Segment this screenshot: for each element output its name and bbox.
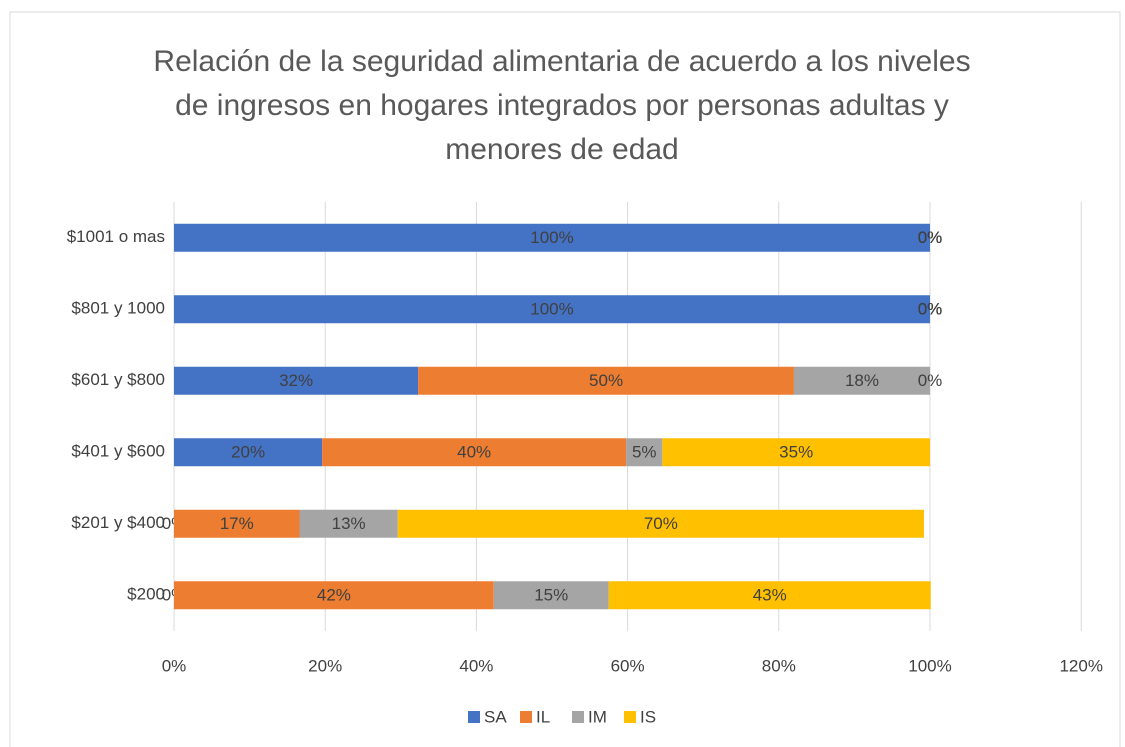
x-tick-label: 120% <box>1059 656 1102 675</box>
data-label: 40% <box>457 443 491 462</box>
bar-segment <box>174 366 419 395</box>
legend-swatch <box>572 711 584 723</box>
data-label: 0% <box>918 228 943 247</box>
bar-segment <box>493 581 609 610</box>
data-label: 0% <box>918 371 943 390</box>
y-tick-label: $601 y $800 <box>71 370 165 389</box>
bar-segment <box>626 438 663 467</box>
data-label: 70% <box>644 514 678 533</box>
data-label: 43% <box>753 586 787 605</box>
y-tick-label: $200 <box>127 585 165 604</box>
x-tick-label: 0% <box>162 656 187 675</box>
bar-segment <box>793 366 930 395</box>
data-label: 13% <box>332 514 366 533</box>
x-tick-label: 60% <box>611 656 645 675</box>
x-tick-label: 20% <box>308 656 342 675</box>
bar-segment <box>418 366 794 395</box>
data-label: 0% <box>918 300 943 319</box>
data-label: 0% <box>918 300 943 319</box>
data-label: 15% <box>534 586 568 605</box>
chart-border <box>9 11 1121 747</box>
data-label: 0% <box>918 228 943 247</box>
bar-segment <box>608 581 931 610</box>
bar-segment <box>174 295 930 324</box>
legend-label: IL <box>536 707 550 726</box>
bar-segment <box>174 509 300 538</box>
bar-segment <box>174 581 494 610</box>
y-tick-label: $201 y $400 <box>71 513 165 532</box>
legend-label: IM <box>588 707 607 726</box>
bar-segment <box>397 509 924 538</box>
x-tick-label: 80% <box>762 656 796 675</box>
y-tick-label: $801 y 1000 <box>71 299 165 318</box>
legend-swatch <box>624 711 636 723</box>
bar-segment <box>662 438 930 467</box>
data-label: 20% <box>231 443 265 462</box>
bar-segment <box>322 438 627 467</box>
data-label: 32% <box>279 371 313 390</box>
chart-title: Relación de la seguridad alimentaria de … <box>153 45 971 166</box>
data-label: 100% <box>530 300 573 319</box>
legend-swatch <box>520 711 532 723</box>
legend-swatch <box>468 711 480 723</box>
data-label: 0% <box>918 300 943 319</box>
legend-label: IS <box>640 707 656 726</box>
bar-segment <box>174 223 930 252</box>
data-label: 42% <box>317 586 351 605</box>
data-label: 5% <box>632 443 657 462</box>
bar-segment <box>174 438 323 467</box>
data-label: 0% <box>918 228 943 247</box>
bar-segment <box>299 509 398 538</box>
data-label: 35% <box>779 443 813 462</box>
data-label: 17% <box>220 514 254 533</box>
y-tick-label: $1001 o mas <box>67 227 165 246</box>
data-label: 50% <box>589 371 623 390</box>
data-label: 100% <box>530 228 573 247</box>
legend-label: SA <box>484 707 507 726</box>
y-tick-label: $401 y $600 <box>71 442 165 461</box>
x-tick-label: 100% <box>908 656 951 675</box>
data-label: 18% <box>845 371 879 390</box>
x-tick-label: 40% <box>459 656 493 675</box>
